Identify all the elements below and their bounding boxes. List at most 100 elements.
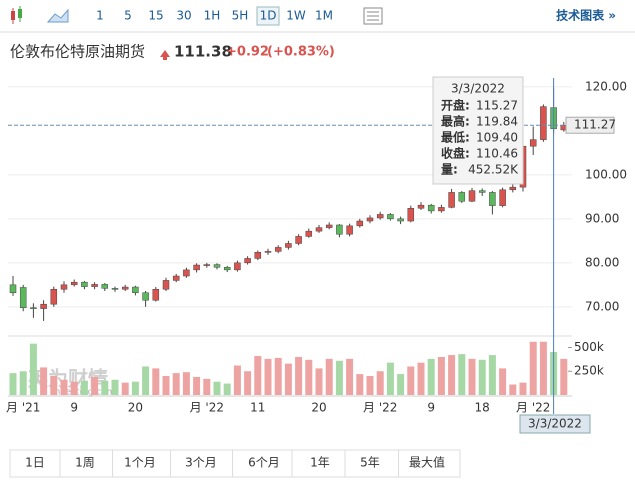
change-pct: (+0.83%)	[267, 45, 335, 60]
candle-body	[427, 204, 435, 212]
area-icon[interactable]	[46, 8, 69, 23]
range-button[interactable]: 1年	[310, 456, 330, 470]
tech-chart-link[interactable]: 技术图表 »	[556, 8, 616, 23]
volume-bar	[172, 373, 180, 395]
volume-bar	[131, 381, 139, 395]
candle-body	[295, 236, 302, 244]
range-button[interactable]: 5年	[360, 456, 380, 470]
candle-body	[366, 217, 374, 222]
interval-button[interactable]: 5	[124, 9, 132, 23]
crosshair-date: 3/3/2022	[528, 417, 582, 431]
candle-body	[132, 286, 139, 294]
volume-bar	[397, 374, 405, 395]
current-price-label: 111.27	[574, 118, 616, 132]
volume-bar	[182, 372, 190, 395]
volume-bar	[50, 375, 58, 395]
tooltip	[432, 76, 524, 185]
volume-bar	[488, 355, 496, 395]
tooltip-label: 量:	[441, 163, 458, 177]
candle-body	[70, 281, 78, 286]
volume-bar	[519, 382, 527, 395]
candle-body	[142, 292, 149, 301]
volume-bar	[386, 362, 394, 395]
volume-bar	[427, 358, 435, 395]
candle-body	[81, 281, 88, 287]
candle-body	[458, 192, 466, 202]
volume-bar	[29, 343, 37, 395]
interval-button[interactable]: 1W	[286, 9, 306, 23]
candle-body	[468, 190, 476, 202]
candle-body	[9, 284, 17, 294]
y-tick-label: 90.00	[585, 211, 619, 225]
candle-body	[60, 284, 68, 290]
volume-bar	[213, 381, 221, 395]
crosshair-date-box	[519, 414, 591, 434]
volume-bar	[346, 358, 354, 395]
candle-body	[540, 106, 547, 140]
volume-bar	[162, 375, 170, 395]
candle-body	[19, 287, 27, 308]
candle-body	[305, 230, 313, 237]
volume-bar	[315, 368, 323, 395]
volume-bar	[142, 366, 150, 395]
range-button[interactable]: 1日	[25, 456, 45, 470]
instrument-title: 伦敦布伦特原油期货	[10, 43, 145, 61]
interval-button[interactable]: 1H	[204, 9, 221, 23]
x-tick-label: 20	[128, 401, 143, 415]
volume-bar	[478, 359, 486, 395]
candle-body	[478, 190, 486, 193]
x-tick-label: 月 '22	[190, 401, 224, 415]
volume-bar	[284, 363, 292, 395]
candle-body	[203, 264, 211, 266]
volume-bar	[111, 379, 119, 395]
candle-body	[254, 252, 262, 259]
volume-bar	[356, 374, 364, 395]
x-tick-label: 月 '21	[6, 401, 40, 415]
volume-bar	[60, 379, 68, 395]
volume-bar	[203, 378, 211, 395]
candle-body	[213, 264, 221, 268]
candle-body	[529, 139, 537, 147]
interval-button[interactable]: 1	[96, 9, 104, 23]
selected-interval	[256, 6, 280, 26]
volume-bar	[152, 368, 160, 395]
interval-button[interactable]: 5H	[232, 9, 249, 23]
range-button[interactable]: 1周	[75, 456, 95, 470]
volume-bar	[101, 380, 109, 395]
interval-button[interactable]: 1D	[260, 9, 277, 23]
volume-bar	[264, 358, 272, 395]
candle-body	[387, 214, 394, 220]
y-tick-label: 80.00	[585, 255, 619, 269]
range-button[interactable]: 6个月	[248, 456, 280, 470]
interval-button[interactable]: 15	[148, 9, 163, 23]
up-arrow	[160, 50, 170, 60]
candle-body	[499, 189, 506, 206]
volume-bar	[233, 365, 241, 395]
x-tick-label: 9	[70, 401, 78, 415]
volume-bar	[366, 375, 374, 395]
volume-bar	[295, 356, 303, 395]
volume-bar	[448, 355, 456, 395]
range-button[interactable]: 最大值	[409, 455, 445, 470]
candle-body	[325, 224, 333, 228]
volume-bar	[560, 358, 568, 395]
change: +0.92	[226, 45, 269, 60]
volume-tick-label: 250k	[574, 364, 604, 378]
tooltip-date: 3/3/2022	[451, 82, 505, 96]
volume-bar	[407, 366, 415, 395]
tooltip-label: 收盘:	[441, 146, 470, 161]
interval-button[interactable]: 30	[176, 9, 191, 23]
range-button[interactable]: 1个月	[124, 456, 156, 470]
candle-body	[489, 192, 496, 206]
candle-icon[interactable]	[11, 6, 22, 24]
volume-bar	[91, 376, 99, 395]
tooltip-value: 119.84	[476, 115, 518, 129]
interval-button[interactable]: 1M	[315, 9, 333, 23]
candle-body	[101, 284, 109, 289]
tooltip-value: 115.27	[476, 99, 518, 113]
x-tick-label: 月 '22	[363, 401, 397, 415]
range-button[interactable]: 3个月	[185, 456, 217, 470]
tooltip-value: 452.52K	[468, 163, 519, 177]
candle-body	[509, 186, 517, 191]
